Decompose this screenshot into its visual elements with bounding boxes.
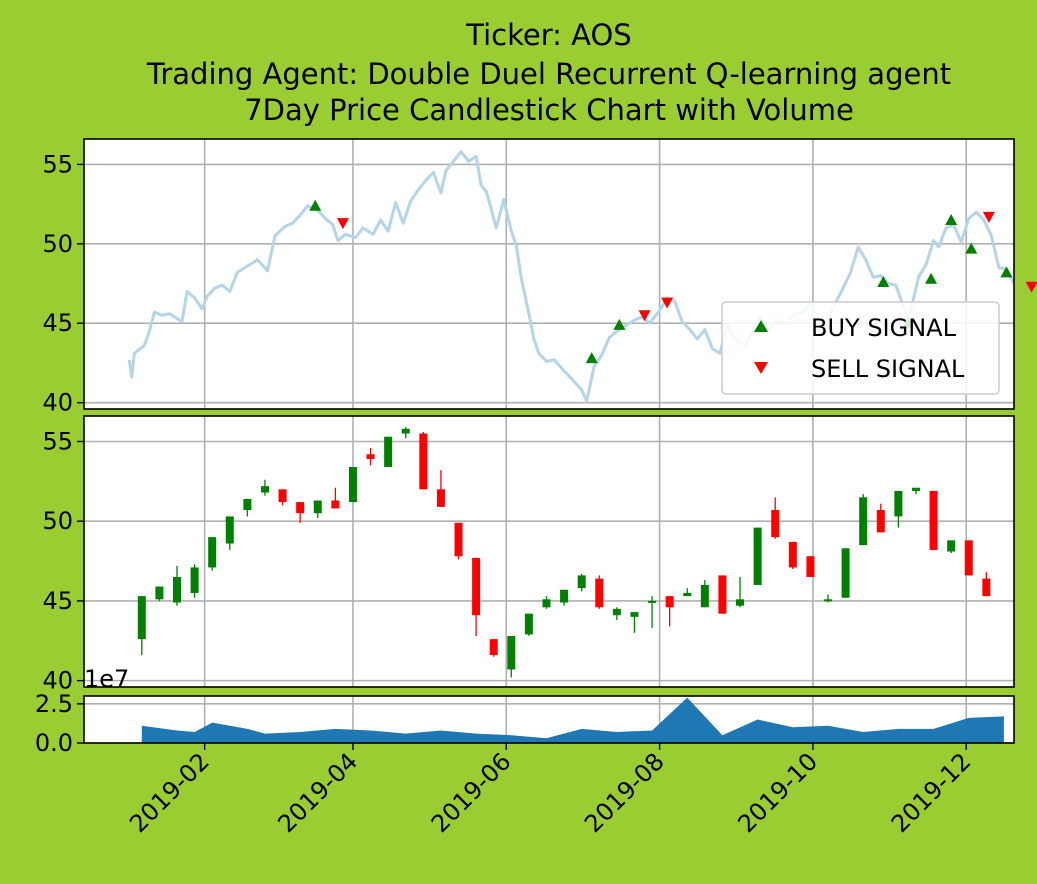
candle-body xyxy=(349,467,357,502)
title-line-3: 7Day Price Candlestick Chart with Volume xyxy=(244,93,854,127)
candle-body xyxy=(771,510,779,537)
legend: BUY SIGNAL SELL SIGNAL xyxy=(722,302,999,394)
candle-body xyxy=(367,454,375,459)
candle-body xyxy=(982,579,990,597)
candle-body xyxy=(490,639,498,655)
candle-panel-bg xyxy=(84,416,1014,687)
candle-y-tick-label: 45 xyxy=(42,587,73,615)
candle-body xyxy=(226,516,234,543)
title-line-2: Trading Agent: Double Duel Recurrent Q-l… xyxy=(146,57,951,91)
candle-body xyxy=(754,528,762,585)
chart-title: Ticker: AOS Trading Agent: Double Duel R… xyxy=(146,18,951,127)
candle-body xyxy=(261,486,269,492)
volume-offset-label: 1e7 xyxy=(84,665,129,693)
candle-body xyxy=(613,609,621,615)
price-y-tick-label: 55 xyxy=(42,150,73,178)
x-tick-label: 2019-08 xyxy=(579,747,670,838)
volume-y-tick-label: 2.5 xyxy=(35,690,73,718)
candle-body xyxy=(191,567,199,593)
candle-body xyxy=(525,614,533,635)
candle-body xyxy=(437,489,445,507)
candle-body xyxy=(806,556,814,577)
price-y-tick-label: 40 xyxy=(42,389,73,417)
price-y-tick-label: 50 xyxy=(42,230,73,258)
candle-body xyxy=(402,429,410,434)
candle-body xyxy=(648,601,656,603)
legend-sell-label: SELL SIGNAL xyxy=(811,355,965,383)
candle-body xyxy=(208,537,216,567)
x-tick-label: 2019-06 xyxy=(426,747,517,838)
x-tick-label: 2019-10 xyxy=(732,747,823,838)
candle-body xyxy=(842,548,850,597)
candle-body xyxy=(630,612,638,617)
candle-body xyxy=(314,500,322,513)
candle-body xyxy=(595,579,603,608)
price-y-tick-label: 45 xyxy=(42,309,73,337)
x-tick-label: 2019-02 xyxy=(124,747,215,838)
candle-body xyxy=(877,510,885,532)
candle-body xyxy=(824,599,832,601)
candle-body xyxy=(384,437,392,467)
candle-body xyxy=(666,596,674,607)
candle-body xyxy=(243,499,251,510)
candle-body xyxy=(701,585,709,607)
candle-body xyxy=(472,558,480,615)
title-line-1: Ticker: AOS xyxy=(465,18,631,52)
candle-body xyxy=(718,575,726,613)
candle-body xyxy=(155,587,163,600)
candle-body xyxy=(331,500,339,508)
candle-body xyxy=(736,599,744,605)
candle-body xyxy=(279,489,287,502)
candle-body xyxy=(560,590,568,603)
candle-body xyxy=(894,491,902,517)
candle-body xyxy=(965,540,973,575)
legend-buy-label: BUY SIGNAL xyxy=(811,314,957,342)
x-tick-label: 2019-12 xyxy=(886,747,977,838)
candle-body xyxy=(507,636,515,669)
x-tick-label: 2019-04 xyxy=(272,747,363,838)
candle-body xyxy=(947,540,955,551)
candle-body xyxy=(542,599,550,607)
sell-signal-marker xyxy=(1026,282,1037,293)
candle-body xyxy=(578,575,586,588)
candle-body xyxy=(930,491,938,550)
candle-body xyxy=(455,523,463,556)
candle-body xyxy=(683,593,691,596)
candle-body xyxy=(859,497,867,545)
candle-y-tick-label: 55 xyxy=(42,428,73,456)
candle-y-tick-label: 50 xyxy=(42,507,73,535)
candle-body xyxy=(173,577,181,603)
candle-body xyxy=(419,434,427,490)
candle-body xyxy=(138,596,146,639)
candle-body xyxy=(789,542,797,568)
candle-body xyxy=(912,488,920,491)
volume-y-tick-label: 0.0 xyxy=(35,729,73,757)
candle-body xyxy=(296,502,304,513)
